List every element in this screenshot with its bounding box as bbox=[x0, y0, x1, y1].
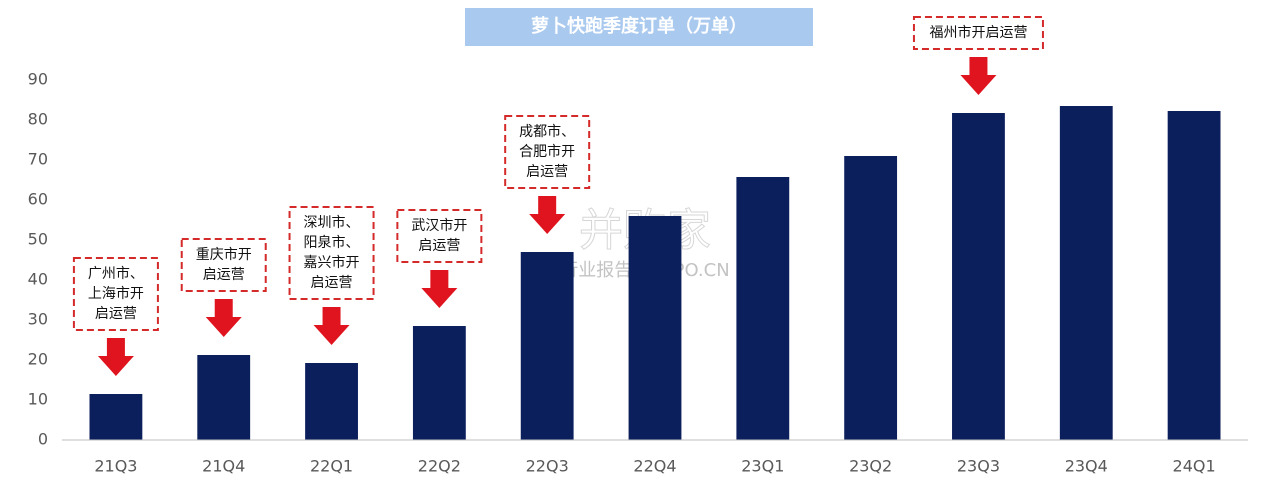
x-tick-label: 21Q4 bbox=[202, 457, 245, 476]
y-tick-label: 20 bbox=[28, 350, 48, 369]
annotation-text: 启运营 bbox=[526, 164, 568, 180]
bar bbox=[520, 252, 574, 440]
annotation-text: 武汉市开 bbox=[411, 217, 467, 234]
bar bbox=[952, 113, 1005, 440]
x-tick-label: 23Q3 bbox=[957, 457, 1000, 476]
y-tick-label: 90 bbox=[28, 70, 48, 89]
annotation-text: 启运营 bbox=[311, 275, 353, 291]
annotation-box bbox=[288, 206, 375, 300]
bar bbox=[1059, 106, 1113, 440]
y-tick-label: 0 bbox=[38, 430, 48, 449]
bar bbox=[305, 363, 358, 440]
x-tick-label: 24Q1 bbox=[1173, 457, 1216, 476]
annotation-arrow bbox=[960, 57, 997, 95]
bar bbox=[736, 177, 790, 440]
bar bbox=[89, 394, 143, 440]
annotation-box bbox=[912, 16, 1044, 50]
annotation-text: 深圳市、 bbox=[304, 214, 360, 231]
bar bbox=[1167, 111, 1221, 440]
x-tick-label: 21Q3 bbox=[94, 457, 137, 476]
y-tick-label: 80 bbox=[28, 110, 48, 129]
annotation-text: 上海市开 bbox=[88, 285, 144, 302]
x-tick-label: 22Q1 bbox=[310, 457, 353, 476]
y-tick-label: 50 bbox=[28, 230, 48, 249]
annotation-arrow bbox=[529, 196, 566, 234]
annotation-arrow bbox=[205, 299, 242, 337]
annotation-box bbox=[72, 257, 159, 331]
y-tick-label: 70 bbox=[28, 150, 48, 169]
annotation-text: 合肥市开 bbox=[519, 143, 575, 160]
x-tick-label: 23Q1 bbox=[741, 457, 784, 476]
annotation-text: 嘉兴市开 bbox=[304, 254, 360, 271]
annotation-arrow bbox=[313, 307, 350, 345]
x-tick-label: 23Q2 bbox=[849, 457, 892, 476]
annotation-text: 启运营 bbox=[95, 306, 137, 322]
annotation-text: 启运营 bbox=[418, 238, 460, 254]
annotation-arrow bbox=[97, 338, 134, 376]
annotation-box bbox=[396, 209, 483, 263]
annotation-text: 成都市、 bbox=[519, 123, 575, 140]
title-box bbox=[465, 8, 813, 46]
annotation-text: 福州市开启运营 bbox=[929, 24, 1027, 41]
bar bbox=[197, 355, 251, 440]
annotation-text: 阳泉市、 bbox=[304, 234, 360, 251]
x-tick-label: 23Q4 bbox=[1065, 457, 1108, 476]
annotation-text: 重庆市开 bbox=[196, 246, 252, 263]
annotation-arrow bbox=[421, 270, 458, 308]
bar bbox=[628, 216, 682, 440]
annotation-box bbox=[180, 238, 267, 292]
annotation-text: 启运营 bbox=[203, 267, 245, 283]
bar bbox=[412, 326, 466, 440]
y-tick-label: 30 bbox=[28, 310, 48, 329]
y-tick-label: 10 bbox=[28, 390, 48, 409]
y-tick-label: 60 bbox=[28, 190, 48, 209]
annotation-text: 广州市、 bbox=[88, 265, 144, 282]
x-tick-label: 22Q4 bbox=[633, 457, 676, 476]
y-tick-label: 40 bbox=[28, 270, 48, 289]
x-tick-label: 22Q2 bbox=[418, 457, 461, 476]
bar bbox=[844, 156, 898, 440]
x-tick-label: 22Q3 bbox=[526, 457, 569, 476]
chart-title: 萝卜快跑季度订单（万单） bbox=[531, 15, 747, 37]
annotation-box bbox=[504, 115, 591, 189]
